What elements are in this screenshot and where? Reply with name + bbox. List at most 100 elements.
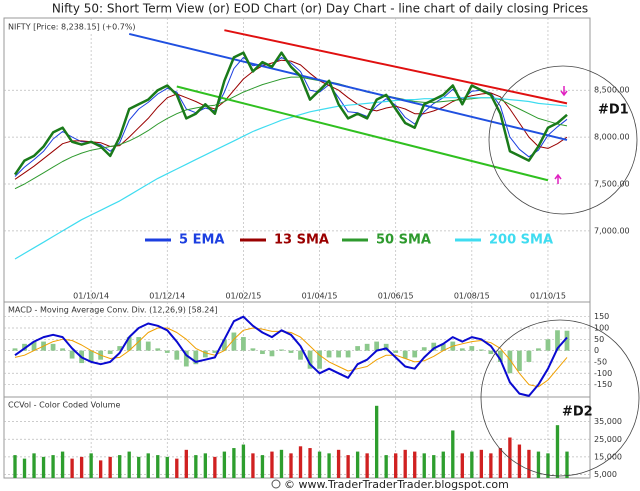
highlight-circle bbox=[480, 319, 640, 477]
histogram-bar bbox=[31, 341, 37, 351]
y-tick-label: 8,500.00 bbox=[594, 86, 630, 95]
histogram-bar bbox=[478, 349, 484, 351]
chart-title: Nifty 50: Short Term View (or) EOD Chart… bbox=[52, 2, 588, 16]
x-tick-label: 01/12/14 bbox=[149, 292, 185, 301]
volume-label: CCVol - Color Coded Volume bbox=[8, 401, 120, 410]
histogram-bar bbox=[117, 346, 123, 351]
volume-bar bbox=[98, 460, 103, 478]
histogram-bar bbox=[260, 350, 265, 355]
y-tick-label: 8,000.00 bbox=[594, 133, 630, 142]
x-tick-label: 01/02/15 bbox=[225, 292, 261, 301]
x-tick-label: 01/08/15 bbox=[454, 292, 490, 301]
histogram-bar bbox=[336, 350, 341, 358]
y-tick-label: 15,000 bbox=[594, 452, 622, 461]
volume-bar bbox=[279, 449, 284, 478]
arrow-down bbox=[560, 86, 568, 97]
legend-label: 13 SMA bbox=[274, 233, 329, 248]
histogram-bar bbox=[222, 339, 227, 351]
volume-bar bbox=[222, 451, 227, 478]
volume-bar bbox=[165, 456, 169, 478]
volume-bar bbox=[51, 455, 55, 478]
volume-bar bbox=[108, 456, 112, 478]
volume-bar bbox=[146, 453, 150, 478]
histogram-bar bbox=[250, 348, 256, 351]
trendline bbox=[176, 85, 549, 182]
volume-bar bbox=[175, 458, 179, 478]
highlight-circle bbox=[488, 65, 638, 215]
footer: © www.TraderTraderTrader.blogspot.com bbox=[284, 478, 509, 491]
histogram-bar bbox=[69, 350, 75, 359]
histogram-bar bbox=[412, 350, 418, 358]
histogram-bar bbox=[88, 350, 94, 362]
histogram-bar bbox=[307, 350, 313, 369]
volume-bar bbox=[441, 451, 445, 478]
histogram-bar bbox=[555, 330, 560, 351]
volume-bar bbox=[79, 456, 84, 478]
histogram-bar bbox=[107, 350, 113, 355]
volume-bar bbox=[70, 458, 74, 478]
histogram-bar bbox=[126, 337, 132, 351]
histogram-bar bbox=[383, 343, 389, 351]
histogram-bar bbox=[440, 343, 446, 351]
histogram-bar bbox=[317, 350, 322, 369]
histogram-bar bbox=[183, 350, 189, 367]
histogram-bar bbox=[517, 350, 522, 371]
volume-bar bbox=[127, 451, 131, 478]
volume-bar bbox=[422, 453, 426, 478]
histogram-bar bbox=[164, 350, 170, 353]
volume-bar bbox=[384, 455, 388, 478]
volume-bar bbox=[355, 451, 360, 478]
histogram-bar bbox=[155, 348, 161, 351]
label-bg bbox=[6, 21, 124, 32]
trendline bbox=[224, 29, 568, 105]
histogram-bar bbox=[536, 348, 541, 351]
volume-bar bbox=[184, 449, 188, 478]
volume-bar bbox=[498, 448, 503, 478]
y-tick-label: 100 bbox=[594, 324, 609, 333]
annotation: #D2 bbox=[562, 405, 593, 420]
volume-bar bbox=[394, 453, 398, 478]
volume-bar bbox=[32, 453, 36, 478]
volume-bar bbox=[527, 449, 531, 478]
x-tick-label: 01/10/14 bbox=[73, 292, 109, 301]
plot: 01/10/14 01/12/14 01/02/15 01/04/15 01/06/15… bbox=[4, 18, 630, 479]
histogram-bar bbox=[174, 350, 180, 360]
x-tick-label: 01/10/15 bbox=[530, 292, 566, 301]
volume-bar bbox=[260, 455, 265, 478]
histogram-bar bbox=[269, 350, 275, 357]
volume-bar bbox=[517, 444, 522, 478]
y-tick-label: -100 bbox=[594, 369, 612, 378]
volume-bar bbox=[555, 425, 560, 478]
trendline bbox=[128, 32, 568, 141]
legend-label: 50 SMA bbox=[376, 233, 431, 248]
y-tick-label: -150 bbox=[594, 380, 612, 389]
histogram-bar bbox=[459, 348, 465, 351]
volume-bar bbox=[546, 453, 550, 478]
histogram-bar bbox=[355, 346, 360, 351]
histogram-bar bbox=[507, 350, 513, 374]
volume-bar bbox=[89, 453, 93, 478]
histogram-bar bbox=[60, 348, 65, 351]
volume-bar bbox=[432, 455, 436, 478]
histogram-bar bbox=[193, 350, 199, 365]
y-tick-label: -50 bbox=[594, 357, 607, 366]
histogram-bar bbox=[12, 348, 18, 351]
volume-bar bbox=[479, 449, 484, 478]
y-tick-label: 150 bbox=[594, 312, 609, 321]
histogram-bar bbox=[402, 350, 408, 359]
volume-bar bbox=[289, 453, 293, 478]
histogram-bar bbox=[241, 337, 246, 351]
histogram-bar bbox=[564, 330, 570, 351]
label-bg bbox=[6, 304, 226, 315]
volume-bar bbox=[565, 451, 569, 478]
volume-bar bbox=[365, 453, 369, 478]
ma-line bbox=[14, 76, 568, 190]
volume-bar bbox=[241, 444, 246, 478]
ma-line bbox=[14, 97, 568, 260]
volume-bar bbox=[213, 456, 217, 478]
volume-bar bbox=[194, 455, 198, 478]
y-tick-label: 35,000 bbox=[594, 417, 622, 426]
macd-panel bbox=[3, 301, 591, 398]
histogram-bar bbox=[374, 341, 380, 351]
